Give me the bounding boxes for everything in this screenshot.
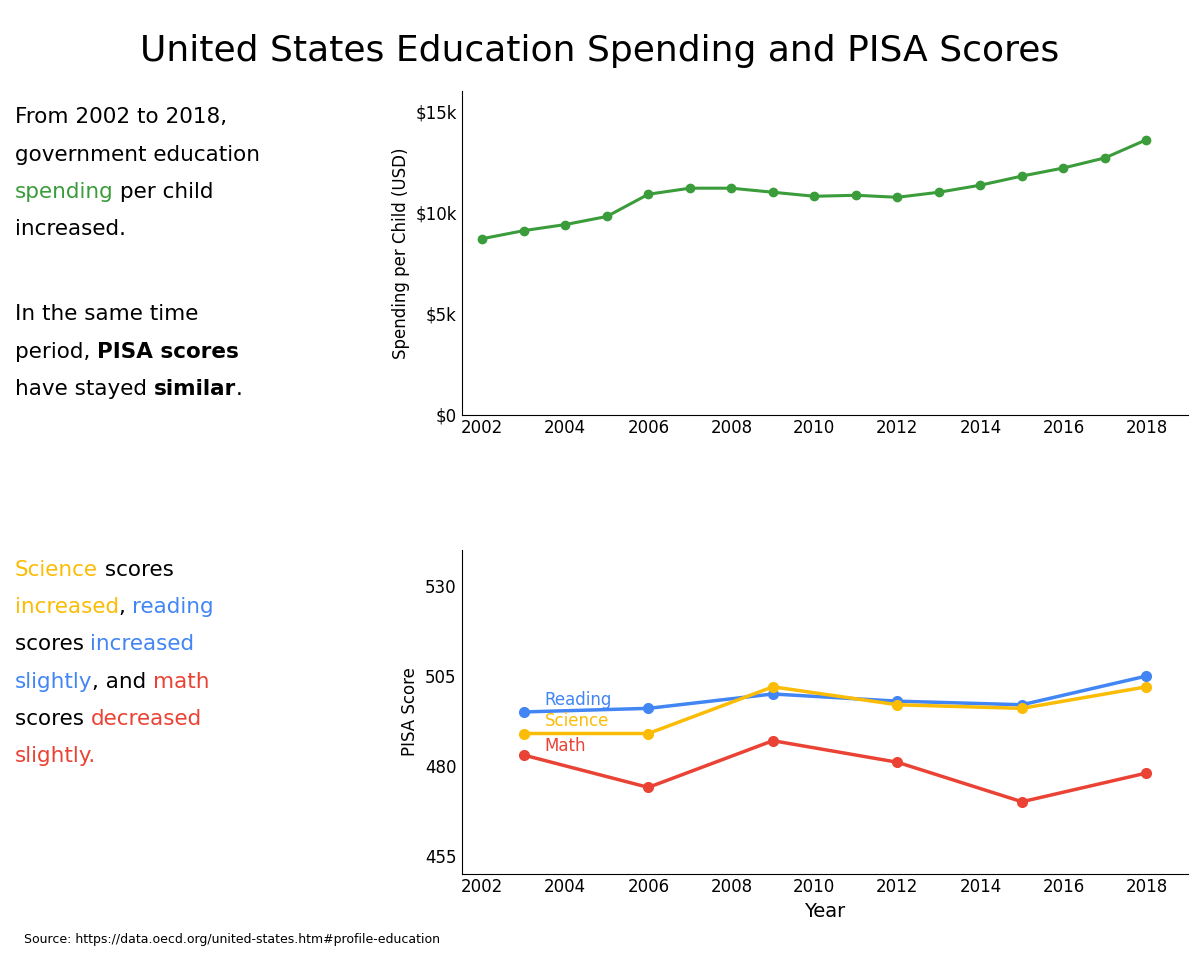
Text: Math: Math bbox=[545, 737, 586, 756]
Text: .: . bbox=[235, 379, 242, 398]
Text: spending: spending bbox=[14, 181, 113, 202]
Y-axis label: PISA Score: PISA Score bbox=[402, 667, 420, 756]
X-axis label: Year: Year bbox=[804, 902, 845, 921]
Text: similar: similar bbox=[154, 379, 235, 398]
Text: increased: increased bbox=[90, 635, 194, 655]
Text: Science: Science bbox=[14, 560, 97, 580]
Text: In the same time: In the same time bbox=[14, 304, 198, 324]
Text: math: math bbox=[154, 672, 210, 691]
Text: scores: scores bbox=[14, 635, 90, 655]
Text: ,: , bbox=[119, 597, 132, 617]
Text: PISA scores: PISA scores bbox=[97, 342, 239, 362]
Text: period,: period, bbox=[14, 342, 97, 362]
Text: increased: increased bbox=[14, 597, 119, 617]
Text: From 2002 to 2018,: From 2002 to 2018, bbox=[14, 108, 227, 128]
Text: slightly.: slightly. bbox=[14, 746, 96, 766]
Text: slightly: slightly bbox=[14, 672, 92, 691]
Text: Reading: Reading bbox=[545, 691, 612, 708]
Text: government education: government education bbox=[14, 145, 259, 164]
Text: Science: Science bbox=[545, 712, 608, 731]
Text: per child: per child bbox=[113, 181, 214, 202]
Y-axis label: Spending per Child (USD): Spending per Child (USD) bbox=[391, 147, 409, 359]
Text: United States Education Spending and PISA Scores: United States Education Spending and PIS… bbox=[140, 34, 1060, 67]
Text: Source: https://data.oecd.org/united-states.htm#profile-education: Source: https://data.oecd.org/united-sta… bbox=[24, 932, 440, 946]
Text: scores: scores bbox=[14, 708, 90, 729]
Text: scores: scores bbox=[97, 560, 174, 580]
Text: have stayed: have stayed bbox=[14, 379, 154, 398]
Text: increased.: increased. bbox=[14, 219, 126, 239]
Text: decreased: decreased bbox=[90, 708, 202, 729]
Text: reading: reading bbox=[132, 597, 214, 617]
Text: , and: , and bbox=[92, 672, 154, 691]
